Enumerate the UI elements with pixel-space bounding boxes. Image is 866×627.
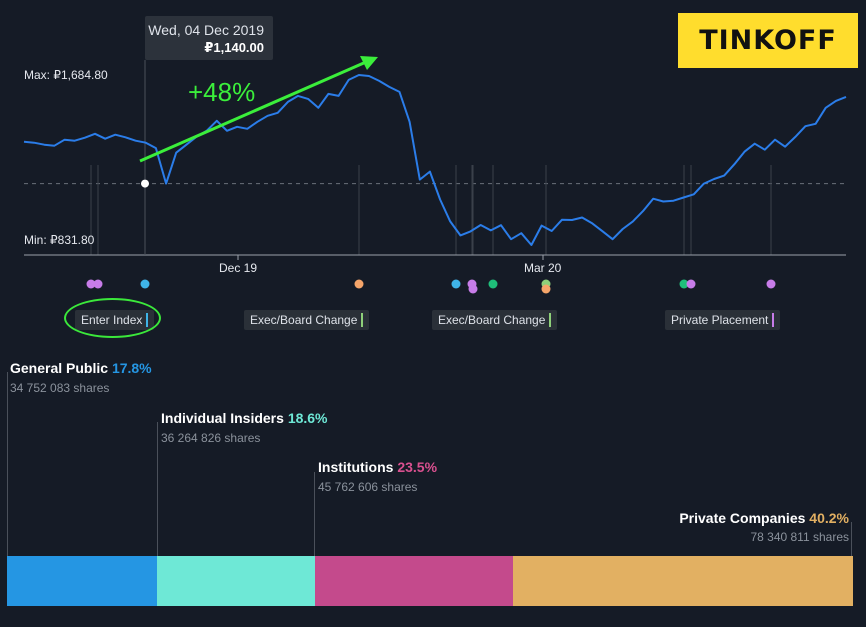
ownership-guide-line — [851, 522, 852, 556]
gain-label: +48% — [188, 77, 256, 107]
ownership-guide-line — [157, 422, 158, 556]
event-guide-lines — [90, 165, 772, 255]
hover-point — [141, 179, 149, 188]
ownership-segment-individual-insiders[interactable] — [157, 556, 315, 606]
highlight-circle — [64, 298, 161, 338]
event-dot — [140, 279, 150, 289]
event-tag-exec-board-change-2[interactable]: Exec/Board Change — [432, 310, 558, 330]
ownership-shares-institutions: 45 762 606 shares — [318, 480, 418, 494]
event-dot — [679, 279, 689, 289]
ownership-name-individual-insiders: Individual Insiders 18.6% — [161, 410, 328, 426]
event-dot — [93, 279, 103, 289]
event-dot — [354, 279, 364, 289]
ownership-guide-line — [7, 372, 8, 556]
ownership-segment-general-public[interactable] — [7, 556, 158, 606]
gain-arrow — [139, 56, 378, 163]
event-dot — [488, 279, 498, 289]
ownership-name-institutions: Institutions 23.5% — [318, 459, 438, 475]
ownership-pct: 40.2% — [809, 510, 849, 526]
ownership-guide-line — [314, 472, 315, 556]
event-color-bar — [549, 313, 552, 327]
event-dot — [766, 279, 776, 289]
event-dot — [451, 279, 461, 289]
event-dots — [86, 279, 776, 294]
ownership-shares-general-public: 34 752 083 shares — [10, 381, 110, 395]
tooltip-price: ₽1,140.00 — [204, 40, 264, 55]
ownership-segment-private-companies[interactable] — [513, 556, 853, 606]
max-label: Max: ₽1,684.80 — [24, 68, 108, 82]
ownership-pct: 23.5% — [397, 459, 438, 475]
event-tag-private-placement[interactable]: Private Placement — [665, 310, 781, 330]
x-tick-label-mar20: Mar 20 — [524, 261, 562, 275]
x-tick-label-dec19: Dec 19 — [219, 261, 258, 275]
min-label: Min: ₽831.80 — [24, 233, 95, 247]
tooltip-date: Wed, 04 Dec 2019 — [148, 22, 264, 38]
ownership-segment-institutions[interactable] — [314, 556, 514, 606]
ownership-shares-private-companies: 78 340 811 shares — [750, 530, 849, 544]
event-color-bar — [361, 313, 364, 327]
event-dot — [541, 284, 551, 294]
ownership-name-private-companies: Private Companies 40.2% — [679, 510, 849, 526]
tinkoff-logo: TINKOFF — [678, 13, 858, 68]
ownership-shares-individual-insiders: 36 264 826 shares — [161, 431, 261, 445]
event-tag-label: Private Placement — [671, 313, 769, 327]
event-tag-label: Exec/Board Change — [438, 313, 546, 327]
event-color-bar — [772, 313, 775, 327]
price-series-line — [23, 74, 847, 246]
ownership-name-general-public: General Public 17.8% — [10, 360, 152, 376]
price-tooltip: Wed, 04 Dec 2019 ₽1,140.00 — [145, 16, 273, 60]
ownership-pct: 17.8% — [111, 360, 152, 376]
event-dot — [686, 279, 696, 289]
event-dot — [86, 279, 96, 289]
event-dot — [468, 284, 478, 294]
event-tag-label: Exec/Board Change — [250, 313, 358, 327]
ownership-pct: 18.6% — [287, 410, 328, 426]
event-tag-exec-board-change-1[interactable]: Exec/Board Change — [244, 310, 370, 330]
